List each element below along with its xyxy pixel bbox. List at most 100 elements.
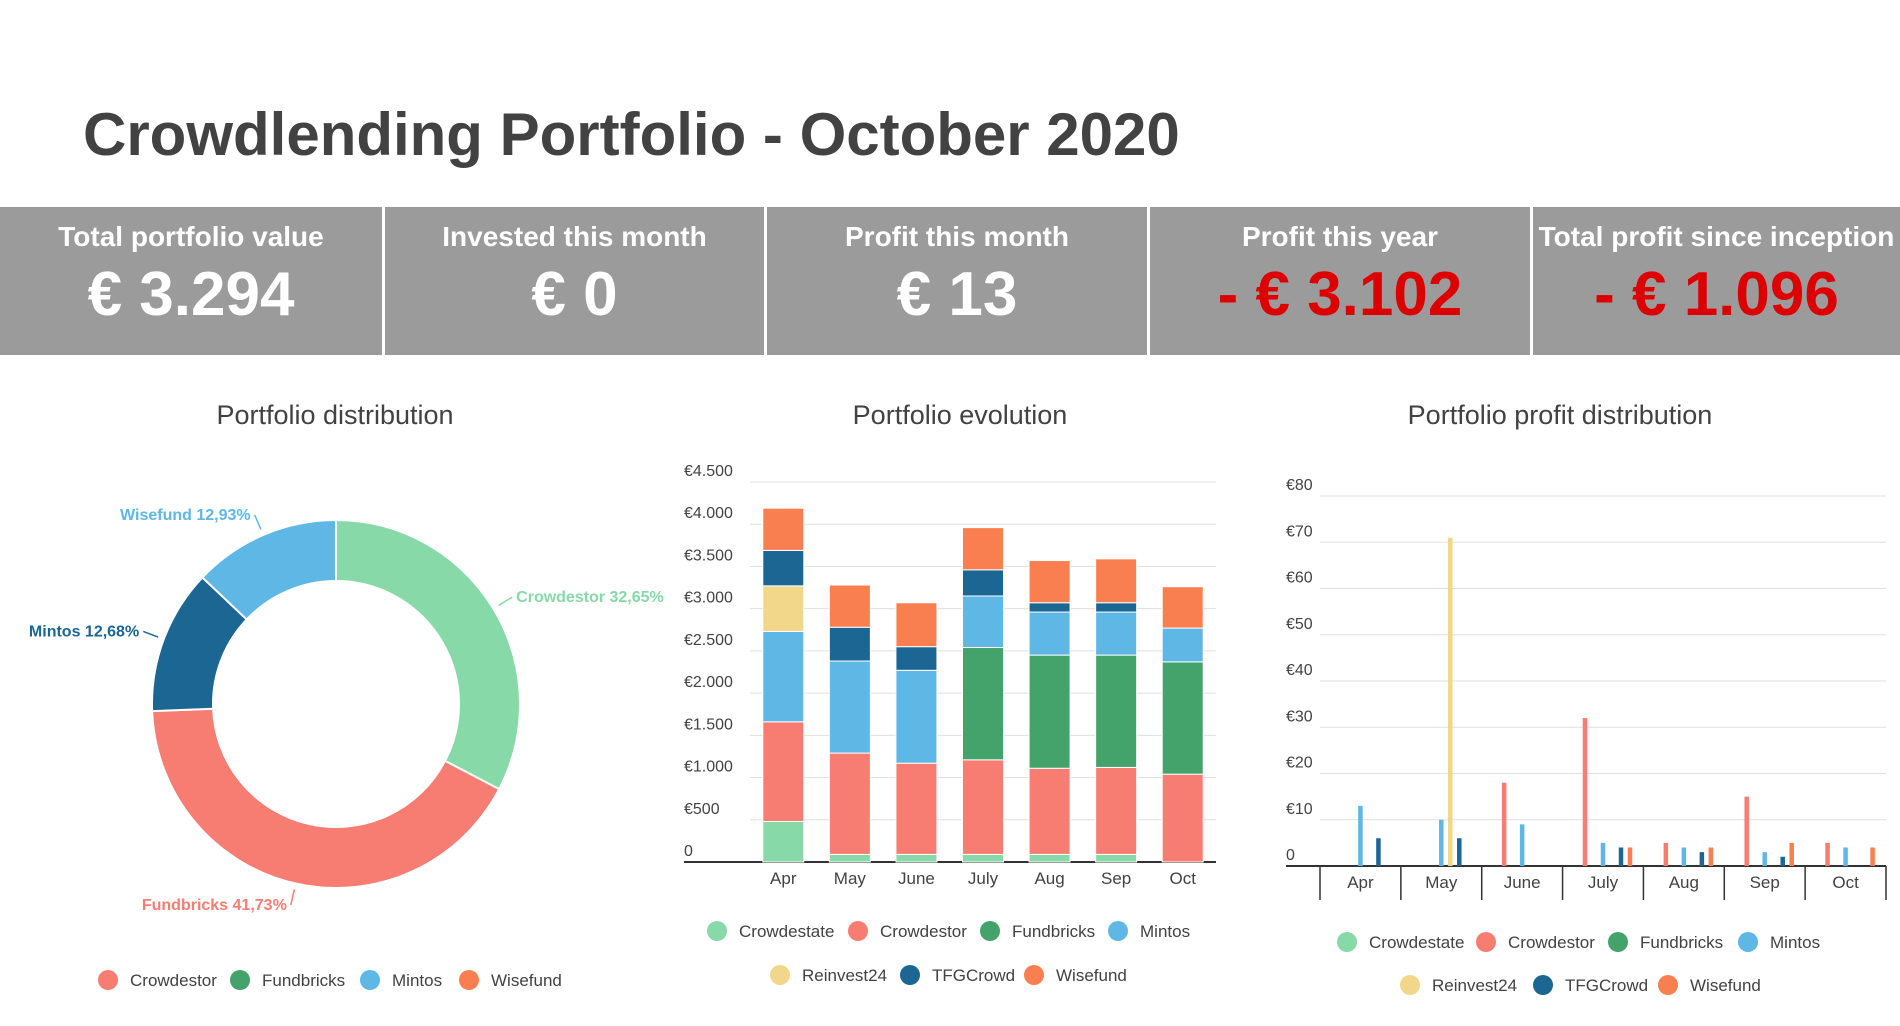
bar-tfgcrowd-sep[interactable] bbox=[1780, 856, 1785, 866]
legend-marker-crowdestor[interactable] bbox=[848, 921, 868, 941]
legend-label-wisefund[interactable]: Wisefund bbox=[1056, 966, 1127, 985]
bar-segment-crowdestate-may[interactable] bbox=[828, 853, 871, 863]
bar-mintos-apr[interactable] bbox=[1358, 805, 1363, 866]
bar-segment-mintos-apr[interactable] bbox=[762, 630, 805, 723]
bar-wisefund-sep[interactable] bbox=[1789, 842, 1794, 866]
bar-segment-mintos-july[interactable] bbox=[962, 595, 1004, 649]
legend-marker-crowdestate[interactable] bbox=[707, 921, 727, 941]
legend-marker-wisefund[interactable] bbox=[1024, 965, 1044, 985]
bar-mintos-sep[interactable] bbox=[1762, 852, 1767, 866]
legend-label-crowdestate[interactable]: Crowdestate bbox=[1369, 933, 1464, 952]
legend-marker-crowdestor[interactable] bbox=[98, 970, 118, 990]
bar-crowdestor-aug[interactable] bbox=[1663, 842, 1669, 866]
bar-segment-crowdestate-aug[interactable] bbox=[1028, 853, 1071, 863]
legend-marker-crowdestor[interactable] bbox=[1476, 932, 1496, 952]
legend-marker-reinvest24[interactable] bbox=[770, 965, 790, 985]
legend-marker-reinvest24[interactable] bbox=[1400, 975, 1420, 995]
legend-label-tfgcrowd[interactable]: TFGCrowd bbox=[1565, 976, 1648, 995]
bar-segment-wisefund-aug[interactable] bbox=[1028, 560, 1071, 604]
bar-segment-wisefund-oct[interactable] bbox=[1161, 586, 1204, 629]
legend-label-tfgcrowd[interactable]: TFGCrowd bbox=[932, 966, 1015, 985]
bar-segment-mintos-oct[interactable] bbox=[1161, 627, 1204, 663]
legend-label-crowdestor[interactable]: Crowdestor bbox=[880, 922, 967, 941]
bar-segment-crowdestate-sep[interactable] bbox=[1095, 853, 1138, 863]
bar-segment-crowdestate-apr[interactable] bbox=[762, 820, 805, 863]
bar-segment-wisefund-sep[interactable] bbox=[1095, 558, 1138, 604]
kpi-value: - € 3.102 bbox=[1217, 260, 1463, 329]
bar-segment-tfgcrowd-apr[interactable] bbox=[762, 549, 805, 587]
bar-wisefund-oct[interactable] bbox=[1870, 847, 1875, 867]
legend-marker-wisefund[interactable] bbox=[459, 970, 479, 990]
legend-marker-mintos[interactable] bbox=[360, 970, 380, 990]
bar-segment-crowdestor-sep[interactable] bbox=[1095, 766, 1138, 855]
bar-segment-fundbricks-oct[interactable] bbox=[1161, 661, 1204, 775]
donut-slice-crowdestor[interactable] bbox=[335, 518, 521, 791]
legend-marker-wisefund[interactable] bbox=[1658, 975, 1678, 995]
donut-slice-fundbricks[interactable] bbox=[151, 707, 501, 889]
legend-label-wisefund[interactable]: Wisefund bbox=[1690, 976, 1761, 995]
bar-segment-mintos-sep[interactable] bbox=[1095, 611, 1138, 656]
bar-segment-tfgcrowd-may[interactable] bbox=[828, 626, 871, 662]
bar-segment-tfgcrowd-sep[interactable] bbox=[1095, 602, 1138, 613]
bar-segment-tfgcrowd-june[interactable] bbox=[895, 646, 938, 671]
legend-marker-mintos[interactable] bbox=[1738, 932, 1758, 952]
bar-mintos-june[interactable] bbox=[1519, 824, 1525, 866]
bar-crowdestor-sep[interactable] bbox=[1744, 796, 1749, 866]
bar-segment-crowdestor-june[interactable] bbox=[895, 762, 938, 855]
bar-segment-mintos-may[interactable] bbox=[828, 660, 871, 754]
bar-segment-crowdestor-oct[interactable] bbox=[1161, 773, 1204, 863]
legend-label-fundbricks[interactable]: Fundbricks bbox=[1012, 922, 1095, 941]
bar-segment-crowdestor-apr[interactable] bbox=[762, 721, 805, 822]
bar-segment-wisefund-june[interactable] bbox=[895, 602, 938, 648]
bar-segment-crowdestor-may[interactable] bbox=[828, 752, 871, 855]
bar-tfgcrowd-apr[interactable] bbox=[1376, 838, 1381, 866]
legend-marker-fundbricks[interactable] bbox=[980, 921, 1000, 941]
bar-segment-mintos-aug[interactable] bbox=[1028, 611, 1071, 656]
bar-mintos-oct[interactable] bbox=[1843, 847, 1848, 867]
bar-crowdestor-july[interactable] bbox=[1582, 718, 1588, 866]
bar-segment-mintos-june[interactable] bbox=[895, 669, 938, 764]
bar-segment-crowdestor-july[interactable] bbox=[962, 759, 1004, 855]
legend-marker-tfgcrowd[interactable] bbox=[1533, 975, 1553, 995]
bar-segment-fundbricks-july[interactable] bbox=[962, 647, 1004, 761]
legend-label-mintos[interactable]: Mintos bbox=[1140, 922, 1190, 941]
legend-label-fundbricks[interactable]: Fundbricks bbox=[262, 971, 345, 990]
bar-segment-tfgcrowd-aug[interactable] bbox=[1028, 602, 1071, 613]
legend-label-reinvest24[interactable]: Reinvest24 bbox=[802, 966, 887, 985]
bar-segment-fundbricks-aug[interactable] bbox=[1028, 654, 1071, 769]
legend-marker-fundbricks[interactable] bbox=[230, 970, 250, 990]
bar-crowdestor-oct[interactable] bbox=[1825, 842, 1830, 866]
bar-mintos-aug[interactable] bbox=[1681, 847, 1687, 867]
legend-label-mintos[interactable]: Mintos bbox=[1770, 933, 1820, 952]
bar-mintos-july[interactable] bbox=[1600, 842, 1606, 866]
bar-tfgcrowd-july[interactable] bbox=[1618, 847, 1624, 867]
legend-label-reinvest24[interactable]: Reinvest24 bbox=[1432, 976, 1517, 995]
bar-wisefund-aug[interactable] bbox=[1708, 847, 1714, 867]
legend-label-crowdestor[interactable]: Crowdestor bbox=[130, 971, 217, 990]
bar-segment-wisefund-apr[interactable] bbox=[762, 507, 805, 551]
bar-segment-wisefund-july[interactable] bbox=[962, 527, 1004, 571]
bar-tfgcrowd-aug[interactable] bbox=[1699, 852, 1705, 866]
bar-crowdestor-june[interactable] bbox=[1501, 782, 1507, 866]
donut-slice-wisefund[interactable] bbox=[201, 518, 337, 621]
legend-marker-crowdestate[interactable] bbox=[1337, 932, 1357, 952]
bar-mintos-may[interactable] bbox=[1439, 819, 1444, 866]
bar-segment-tfgcrowd-july[interactable] bbox=[962, 569, 1004, 597]
bar-segment-reinvest24-apr[interactable] bbox=[762, 585, 805, 632]
bar-segment-crowdestate-june[interactable] bbox=[895, 853, 938, 863]
legend-marker-tfgcrowd[interactable] bbox=[900, 965, 920, 985]
legend-label-crowdestate[interactable]: Crowdestate bbox=[739, 922, 834, 941]
legend-label-fundbricks[interactable]: Fundbricks bbox=[1640, 933, 1723, 952]
legend-marker-fundbricks[interactable] bbox=[1608, 932, 1628, 952]
legend-label-wisefund[interactable]: Wisefund bbox=[491, 971, 562, 990]
bar-segment-wisefund-may[interactable] bbox=[828, 584, 871, 628]
bar-segment-crowdestor-aug[interactable] bbox=[1028, 767, 1071, 855]
legend-marker-mintos[interactable] bbox=[1108, 921, 1128, 941]
bar-reinvest24-may[interactable] bbox=[1448, 537, 1453, 866]
bar-segment-crowdestate-july[interactable] bbox=[962, 853, 1004, 863]
bar-segment-fundbricks-sep[interactable] bbox=[1095, 654, 1138, 768]
bar-wisefund-july[interactable] bbox=[1627, 847, 1633, 867]
legend-label-crowdestor[interactable]: Crowdestor bbox=[1508, 933, 1595, 952]
bar-tfgcrowd-may[interactable] bbox=[1457, 838, 1462, 866]
legend-label-mintos[interactable]: Mintos bbox=[392, 971, 442, 990]
